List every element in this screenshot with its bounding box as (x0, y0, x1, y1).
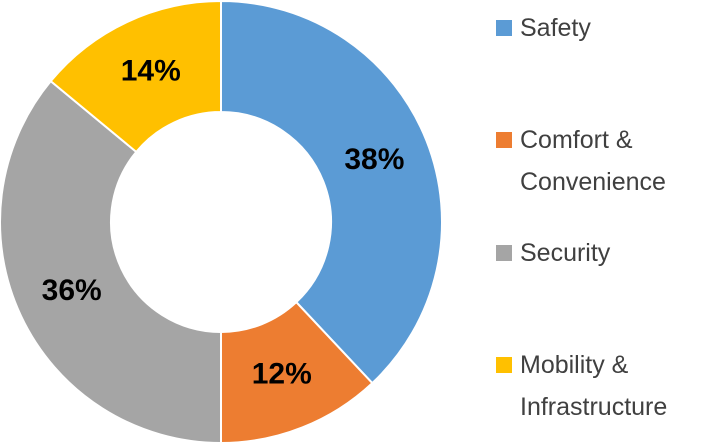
wedge (49, 0, 222, 154)
legend-label: Mobility & Infrastructure (520, 351, 668, 421)
legend-item: Mobility & Infrastructure (496, 344, 708, 428)
legend-label: Safety (520, 14, 591, 42)
legend-swatch (496, 132, 512, 148)
legend-label: Security (520, 239, 611, 267)
legend-swatch (496, 357, 512, 373)
data-label: 36% (42, 274, 102, 307)
legend-item: Safety (496, 7, 708, 49)
data-label: 38% (344, 143, 404, 176)
wedge (0, 79, 222, 445)
legend-swatch (496, 20, 512, 36)
wedge (220, 0, 443, 385)
data-label: 14% (121, 55, 181, 88)
legend-item: Security (496, 232, 708, 274)
legend-item: Comfort & Convenience (496, 119, 708, 203)
data-label: 12% (252, 357, 312, 390)
legend-swatch (496, 245, 512, 261)
legend-label: Comfort & Convenience (520, 126, 666, 196)
